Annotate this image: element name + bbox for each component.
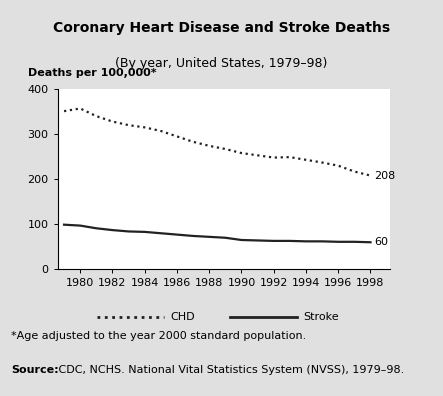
Text: 60: 60 xyxy=(374,237,389,247)
Text: 208: 208 xyxy=(374,171,396,181)
Text: CHD: CHD xyxy=(171,312,195,322)
Text: Source:: Source: xyxy=(11,365,59,375)
Text: Stroke: Stroke xyxy=(303,312,339,322)
Text: (By year, United States, 1979–98): (By year, United States, 1979–98) xyxy=(115,57,328,70)
Text: Coronary Heart Disease and Stroke Deaths: Coronary Heart Disease and Stroke Deaths xyxy=(53,21,390,35)
Text: *Age adjusted to the year 2000 standard population.: *Age adjusted to the year 2000 standard … xyxy=(11,331,306,341)
Text: Deaths per 100,000*: Deaths per 100,000* xyxy=(27,68,156,78)
Text: CDC, NCHS. National Vital Statistics System (NVSS), 1979–98.: CDC, NCHS. National Vital Statistics Sys… xyxy=(55,365,404,375)
